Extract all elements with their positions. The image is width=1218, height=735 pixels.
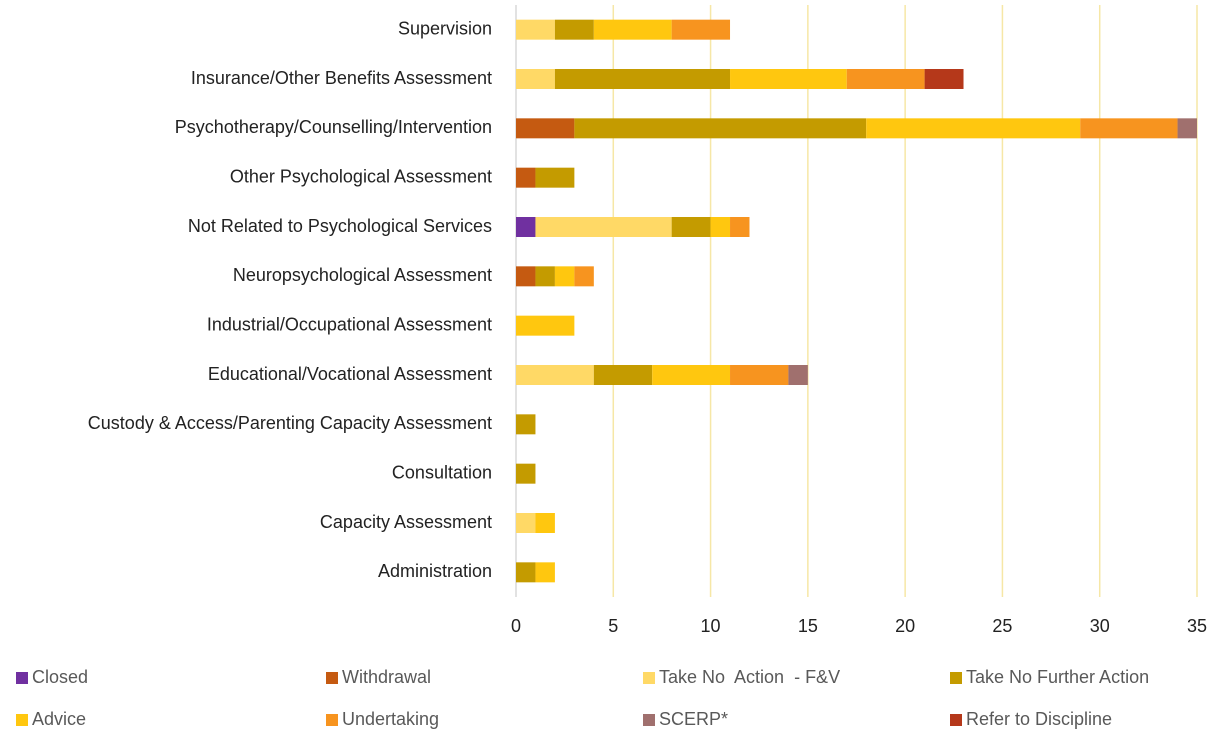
bar-segment	[846, 69, 925, 89]
x-tick-label: 10	[701, 616, 721, 636]
legend-swatch	[950, 714, 962, 726]
legend-label: Undertaking	[342, 709, 439, 729]
bar-segment	[788, 365, 808, 385]
bar-segment	[535, 562, 555, 583]
bar-segment	[554, 69, 731, 89]
bar-segment	[516, 118, 575, 139]
y-tick-label: Neuropsychological Assessment	[233, 265, 492, 285]
bar-segment	[730, 217, 750, 237]
legend-label: Refer to Discipline	[966, 709, 1112, 729]
bar-segment	[710, 217, 731, 237]
y-tick-label: Educational/Vocational Assessment	[208, 364, 492, 384]
bar-segment	[516, 463, 536, 484]
bar-segment	[516, 513, 536, 533]
bar-segment	[554, 266, 575, 287]
bar-segment	[730, 69, 847, 89]
x-tick-label: 15	[798, 616, 818, 636]
x-tick-label: 5	[608, 616, 618, 636]
legend-swatch	[16, 714, 28, 726]
y-tick-label: Supervision	[398, 18, 492, 38]
legend-swatch	[643, 714, 655, 726]
bar-segment	[516, 69, 555, 89]
legend-label: Take No Action - F&V	[659, 667, 840, 687]
bar-segment	[535, 266, 555, 287]
bar-segment	[516, 414, 536, 435]
bar-segment	[516, 562, 536, 583]
legend-swatch	[950, 672, 962, 684]
bar-segment	[574, 118, 867, 139]
bar-segment	[516, 19, 555, 40]
legend-swatch	[326, 672, 338, 684]
bar-segment	[574, 266, 594, 287]
bar-segment	[671, 19, 731, 40]
legend-label: Advice	[32, 709, 86, 729]
bar-segment	[516, 167, 536, 188]
bar-segment	[924, 69, 964, 89]
legend-swatch	[16, 672, 28, 684]
x-tick-label: 20	[895, 616, 915, 636]
bar-segment	[1080, 118, 1178, 139]
legend-swatch	[643, 672, 655, 684]
y-tick-label: Capacity Assessment	[320, 512, 492, 532]
x-tick-label: 35	[1187, 616, 1207, 636]
legend-swatch	[326, 714, 338, 726]
bar-segment	[593, 19, 672, 40]
bar-segment	[535, 513, 555, 533]
bar-segment	[535, 217, 672, 237]
bar-segment	[593, 365, 653, 385]
bar-segment	[652, 365, 731, 385]
bar-segment	[516, 217, 536, 237]
y-tick-label: Other Psychological Assessment	[230, 166, 492, 186]
y-tick-label: Administration	[378, 561, 492, 581]
bar-segment	[516, 315, 575, 336]
bar-segment	[516, 266, 536, 287]
legend-label: SCERP*	[659, 709, 728, 729]
x-tick-label: 0	[511, 616, 521, 636]
bar-segment	[535, 167, 575, 188]
bar-segment	[1177, 118, 1197, 139]
y-tick-label: Industrial/Occupational Assessment	[207, 314, 492, 334]
bar-segment	[866, 118, 1081, 139]
bar-segment	[730, 365, 789, 385]
y-tick-label: Psychotherapy/Counselling/Intervention	[175, 117, 492, 137]
bar-segment	[516, 365, 594, 385]
y-tick-label: Not Related to Psychological Services	[188, 216, 492, 236]
bar-segment	[671, 217, 711, 237]
legend-label: Withdrawal	[342, 667, 431, 687]
legend-label: Closed	[32, 667, 88, 687]
bar-segment	[554, 19, 594, 40]
y-tick-label: Custody & Access/Parenting Capacity Asse…	[88, 413, 492, 433]
x-tick-label: 25	[992, 616, 1012, 636]
y-tick-label: Consultation	[392, 462, 492, 482]
y-tick-label: Insurance/Other Benefits Assessment	[191, 68, 492, 88]
x-tick-label: 30	[1090, 616, 1110, 636]
legend-label: Take No Further Action	[966, 667, 1149, 687]
